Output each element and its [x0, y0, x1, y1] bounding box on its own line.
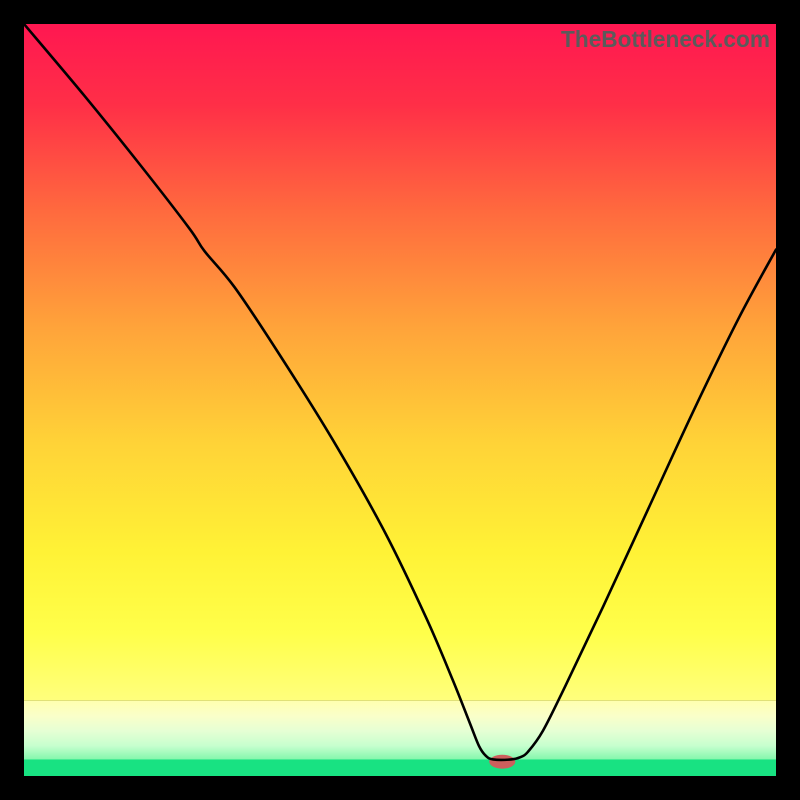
plot-svg [24, 24, 776, 776]
optimal-marker [489, 755, 515, 769]
green-strip [24, 759, 776, 776]
gradient-main [24, 24, 776, 701]
chart-frame: TheBottleneck.com [0, 0, 800, 800]
watermark-label: TheBottleneck.com [561, 26, 770, 53]
plot-area: TheBottleneck.com [24, 24, 776, 776]
